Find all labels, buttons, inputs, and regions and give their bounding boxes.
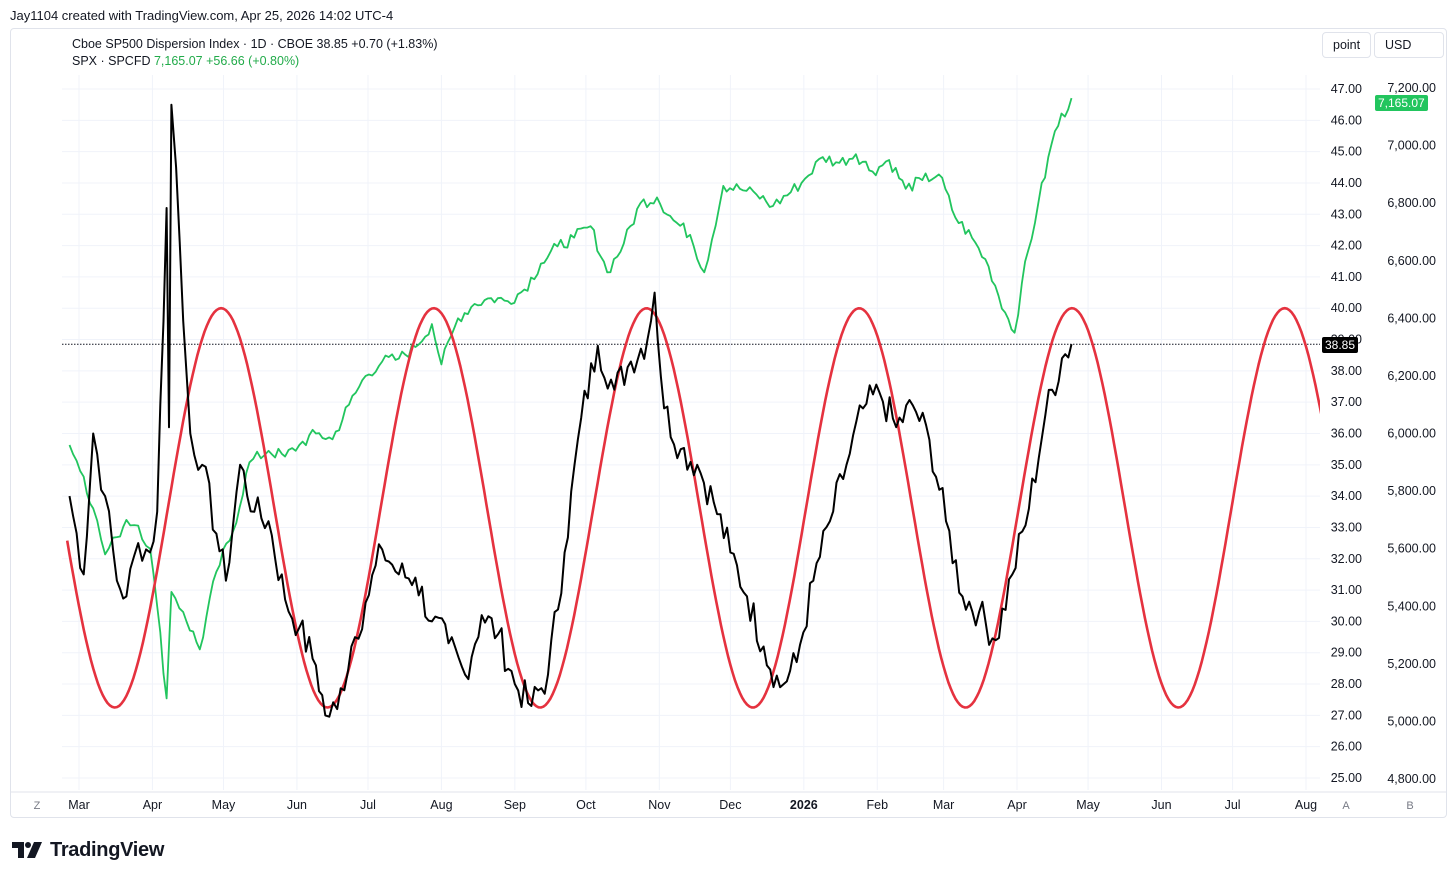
tradingview-logo-icon: [12, 842, 42, 858]
y-right-tick-label: 5,600.00: [1387, 542, 1436, 556]
chart-frame: [10, 28, 1447, 818]
legend-spx-value: 7,165.07 +56.66 (+0.80%): [153, 54, 300, 68]
y-right-tick-label: 7,000.00: [1387, 139, 1436, 153]
dispersion-index-line: [68, 103, 1073, 718]
y-left-tick-label: 30.00: [1331, 614, 1362, 628]
y-left-tick-label: 42.00: [1331, 239, 1362, 253]
y-right-tick-label: 5,800.00: [1387, 484, 1436, 498]
spx-price-tag: 7,165.07: [1375, 95, 1428, 111]
y-left-tick-label: 27.00: [1331, 708, 1362, 722]
y-right-tick-label: 5,400.00: [1387, 599, 1436, 613]
x-tick-label: Aug: [1295, 798, 1317, 812]
y-left-tick-label: 34.00: [1331, 489, 1362, 503]
tradingview-logo[interactable]: TradingView: [12, 838, 164, 862]
cycle-sine-line: [65, 306, 1320, 709]
x-tick-label: 2026: [790, 798, 818, 812]
y-left-tick-label: 46.00: [1331, 113, 1362, 127]
y-left-tick-label: 25.00: [1331, 771, 1362, 785]
x-tick-label: Mar: [933, 798, 955, 812]
legend-spx-symbol: SPX · SPCFD: [72, 54, 154, 68]
reset-zoom-button[interactable]: Z: [34, 800, 41, 812]
dispersion-price-tag: 38.85: [1322, 337, 1359, 353]
y-left-tick-label: 38.00: [1331, 364, 1362, 378]
currency-usd-button[interactable]: USD: [1374, 32, 1444, 58]
log-scale-button[interactable]: B: [1406, 800, 1413, 812]
legend-spx[interactable]: SPX · SPCFD 7,165.07 +56.66 (+0.80%): [72, 54, 299, 68]
x-tick-label: Oct: [576, 798, 596, 812]
spx-line: [68, 97, 1073, 700]
x-tick-label: Feb: [866, 798, 888, 812]
y-left-tick-label: 40.00: [1331, 301, 1362, 315]
x-tick-label: Dec: [719, 798, 741, 812]
y-axis-left[interactable]: 47.00 46.00 45.00 44.00 43.00 42.00 41.00 40.00…: [1331, 82, 1362, 785]
y-right-tick-label: 5,000.00: [1387, 714, 1436, 728]
y-left-tick-label: 37.00: [1331, 395, 1362, 409]
y-left-tick-label: 45.00: [1331, 145, 1362, 159]
auto-scale-button[interactable]: A: [1342, 800, 1350, 812]
y-right-tick-label: 6,000.00: [1387, 427, 1436, 441]
x-tick-label: Jul: [1225, 798, 1241, 812]
x-tick-label: Apr: [1007, 798, 1026, 812]
x-tick-label: Jul: [360, 798, 376, 812]
y-axis-right[interactable]: 7,200.00 7,000.00 6,800.00 6,600.00 6,400.00…: [1387, 81, 1436, 786]
y-left-tick-label: 26.00: [1331, 740, 1362, 754]
y-right-tick-label: 7,200.00: [1387, 81, 1436, 95]
y-left-tick-label: 33.00: [1331, 520, 1362, 534]
tradingview-wordmark: TradingView: [50, 838, 165, 861]
point-unit-button[interactable]: point: [1322, 32, 1372, 58]
y-right-tick-label: 5,200.00: [1387, 657, 1436, 671]
y-left-tick-label: 28.00: [1331, 677, 1362, 691]
y-left-tick-label: 31.00: [1331, 583, 1362, 597]
x-tick-label: Jun: [1151, 798, 1171, 812]
y-right-tick-label: 6,400.00: [1387, 311, 1436, 325]
y-left-tick-label: 41.00: [1331, 270, 1362, 284]
x-tick-label: Nov: [648, 798, 671, 812]
grid: [62, 75, 1320, 790]
time-axis[interactable]: Mar Apr May Jun Jul Aug Sep Oct Nov Dec 2026 Feb Mar…: [68, 798, 1317, 812]
y-left-tick-label: 44.00: [1331, 176, 1362, 190]
y-right-tick-label: 6,600.00: [1387, 254, 1436, 268]
y-right-tick-label: 6,800.00: [1387, 196, 1436, 210]
x-tick-label: May: [1076, 798, 1100, 812]
y-left-tick-label: 47.00: [1331, 82, 1362, 96]
x-tick-label: Apr: [143, 798, 162, 812]
x-tick-label: Aug: [430, 798, 452, 812]
y-left-tick-label: 43.00: [1331, 207, 1362, 221]
chart-credit: Jay1104 created with TradingView.com, Ap…: [10, 8, 394, 23]
y-left-tick-label: 35.00: [1331, 458, 1362, 472]
legend-dispersion-index[interactable]: Cboe SP500 Dispersion Index · 1D · CBOE …: [72, 37, 438, 51]
y-left-tick-label: 36.00: [1331, 427, 1362, 441]
x-tick-label: May: [212, 798, 236, 812]
y-right-tick-label: 4,800.00: [1387, 772, 1436, 786]
x-tick-label: Jun: [287, 798, 307, 812]
y-left-tick-label: 32.00: [1331, 552, 1362, 566]
y-left-tick-label: 29.00: [1331, 646, 1362, 660]
x-tick-label: Mar: [68, 798, 90, 812]
y-right-tick-label: 6,200.00: [1387, 369, 1436, 383]
x-tick-label: Sep: [504, 798, 526, 812]
